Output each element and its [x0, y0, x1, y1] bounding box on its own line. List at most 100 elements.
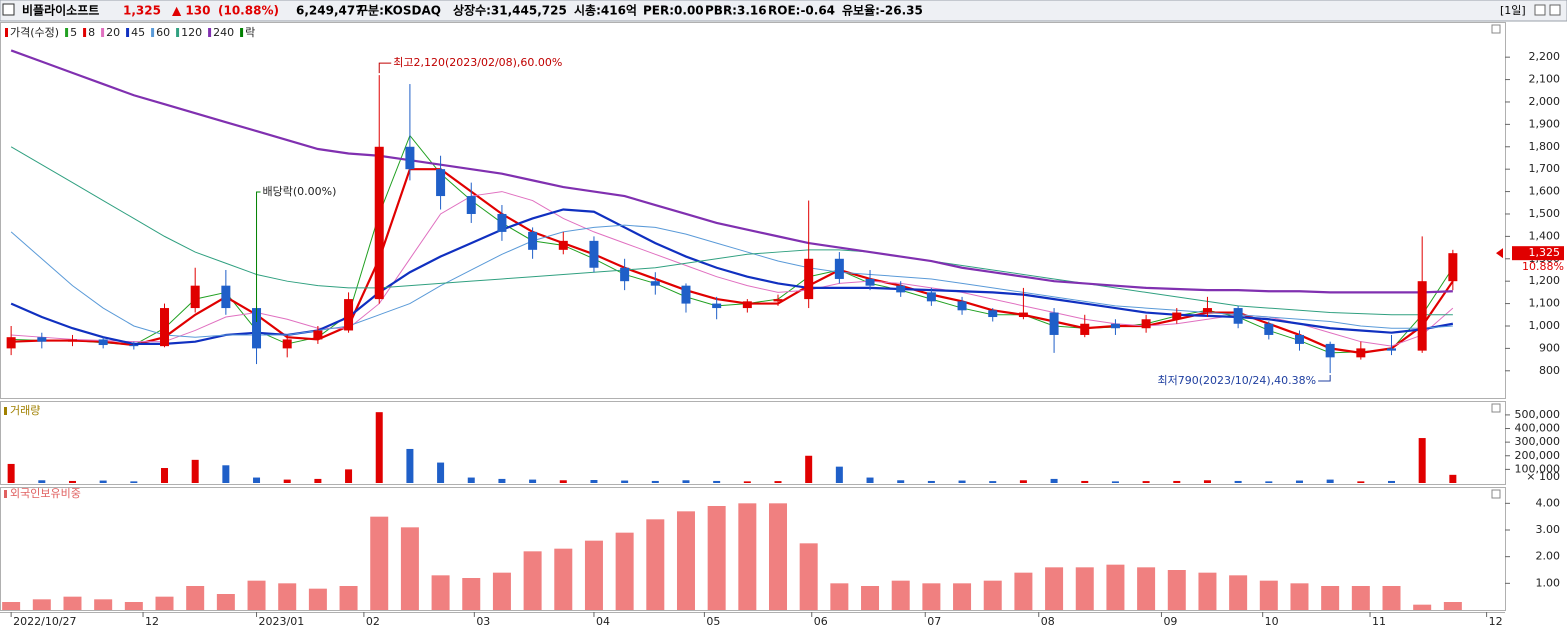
foreign-bar: [891, 580, 910, 610]
volume-bar: [498, 478, 506, 483]
x-tick-label: 12: [1489, 615, 1503, 628]
legend-label: 8: [88, 26, 95, 39]
volume-bar: [1081, 480, 1089, 483]
volume-bar: [713, 480, 721, 483]
candle-body: [742, 301, 752, 309]
volume-bar: [1418, 438, 1426, 483]
legend-label: 락: [245, 26, 255, 39]
price: 1,325: [123, 4, 161, 18]
y-tick-label: 300,000: [1515, 435, 1561, 448]
y-tick-label: 1,000: [1529, 319, 1561, 332]
legend-swatch: [176, 28, 180, 37]
price-marker: [1496, 248, 1503, 259]
panel-title-swatch: [4, 490, 7, 498]
candle-body: [681, 285, 691, 304]
volume-bar: [621, 480, 629, 483]
candle-body: [374, 146, 384, 300]
candle-body: [1417, 281, 1427, 351]
legend-label: 45: [131, 26, 145, 39]
y-tick-label: 2,100: [1529, 73, 1561, 86]
per: PER:0.00: [643, 4, 704, 18]
candle-body: [528, 231, 538, 250]
candle-body: [773, 299, 783, 302]
price-tag-change: 10.88%: [1522, 260, 1564, 273]
candle-body: [37, 337, 47, 342]
candle-body: [957, 301, 967, 311]
foreign-bar: [124, 602, 143, 610]
foreign-bar: [615, 532, 634, 610]
foreign-bar: [922, 583, 941, 610]
volume-bar: [1388, 480, 1396, 483]
foreign-bar: [676, 511, 695, 610]
legend-label: 가격(수정): [10, 26, 59, 39]
foreign-bar: [1075, 567, 1094, 610]
header-bar: [0, 0, 1567, 22]
y-tick-label: 1,500: [1529, 207, 1561, 220]
volume-bar: [1142, 481, 1150, 483]
y-tick-label: 1,100: [1529, 297, 1561, 310]
foreign-bar: [492, 572, 511, 610]
y-tick-label: 2.00: [1536, 550, 1561, 563]
volume-bar: [989, 481, 997, 483]
candle-body: [1110, 323, 1120, 329]
volume-bar: [1265, 481, 1273, 483]
pbr: PBR:3.16: [705, 4, 767, 18]
panel-title: 외국인보유비중: [10, 487, 81, 500]
foreign-bar: [1321, 586, 1340, 610]
candle-body: [896, 285, 906, 293]
y-tick-label: 4.00: [1536, 496, 1561, 509]
foreign-bar: [707, 506, 726, 610]
foreign-bar: [1290, 583, 1309, 610]
panel-button[interactable]: [1491, 489, 1501, 499]
y-tick-label: 1,900: [1529, 117, 1561, 130]
foreign-bar: [1167, 570, 1186, 610]
candle-body: [1172, 312, 1182, 320]
x-tick-label: 06: [814, 615, 828, 628]
x-tick-label: 2023/01: [259, 615, 305, 628]
candle-body: [160, 308, 170, 347]
volume-bar: [1203, 480, 1211, 483]
volume-bar: [467, 477, 475, 483]
candle-body: [1018, 312, 1028, 318]
candle-body: [67, 339, 77, 342]
candle-body: [1049, 312, 1059, 335]
low-arrow: [1318, 375, 1331, 382]
foreign-bar: [247, 580, 266, 610]
y-tick-label: 1,400: [1529, 229, 1561, 242]
y-tick-label: 2,000: [1529, 95, 1561, 108]
y-tick-label: 1,700: [1529, 162, 1561, 175]
volume-bar: [130, 481, 138, 483]
candle-body: [865, 278, 875, 286]
candle-body: [221, 285, 231, 309]
ma-line: [10, 224, 1453, 338]
candle-body: [712, 303, 722, 309]
candle-body: [1080, 323, 1090, 335]
y-tick-label: 200,000: [1515, 449, 1561, 462]
y-tick-label: 900: [1539, 341, 1560, 354]
roe: ROE:-0.64: [768, 4, 835, 18]
panel-button[interactable]: [1491, 403, 1501, 413]
period[interactable]: [1일]: [1500, 3, 1526, 17]
window-button[interactable]: [1549, 4, 1561, 16]
ma-line: [10, 208, 1454, 346]
volume-bar: [314, 478, 322, 483]
volume-bar: [927, 480, 935, 483]
x-tick-label: 03: [476, 615, 490, 628]
ma-line: [11, 134, 1454, 354]
foreign-bar: [1137, 567, 1156, 610]
ma-line: [10, 49, 1453, 294]
volume-bar: [1326, 479, 1334, 483]
window-button[interactable]: [1534, 4, 1546, 16]
volume-bar: [805, 455, 813, 483]
foreign-bar: [738, 503, 757, 610]
volume-bar: [1295, 480, 1303, 483]
volume-bar: [1234, 480, 1242, 483]
candle-body: [650, 281, 660, 286]
candle-body: [804, 258, 814, 300]
panel-button[interactable]: [1491, 24, 1501, 34]
checkbox[interactable]: [2, 3, 15, 16]
volume-bar: [1111, 481, 1119, 483]
volume-bar: [1173, 480, 1181, 483]
candle-body: [1387, 348, 1397, 351]
